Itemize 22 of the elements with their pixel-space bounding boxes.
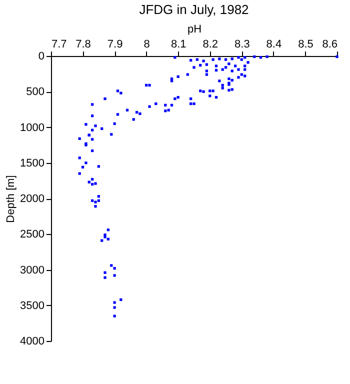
y-tick-label: 3000 (20, 264, 44, 276)
x-axis-title: pH (187, 24, 202, 36)
y-tick-label: 4000 (20, 336, 44, 348)
y-tick-label: 1500 (20, 157, 44, 170)
x-tick-label: 8.3 (234, 38, 250, 50)
x-tick-label: 7.9 (107, 38, 123, 50)
x-tick-label: 8.6 (322, 38, 338, 50)
y-tick-label: 2000 (20, 193, 44, 205)
x-tick-label: 8.2 (202, 38, 218, 50)
y-axis-title: Depth [m] (5, 175, 18, 223)
x-tick-label: 8.1 (170, 38, 186, 50)
x-tick-label: 8.4 (266, 38, 282, 50)
y-tick-label: 500 (26, 86, 44, 98)
y-tick-label: 2500 (20, 228, 44, 241)
x-tick-label: 8 (144, 38, 150, 50)
x-tick-label: 7.8 (76, 38, 91, 50)
y-tick-label: 1000 (20, 122, 44, 134)
x-tick-label: 8.5 (298, 38, 314, 50)
y-tick-label: 0 (38, 50, 44, 62)
x-tick-label: 7.7 (52, 38, 67, 50)
y-tick-label: 3500 (20, 300, 44, 312)
chart-title: JFDG in July, 1982 (139, 2, 249, 17)
